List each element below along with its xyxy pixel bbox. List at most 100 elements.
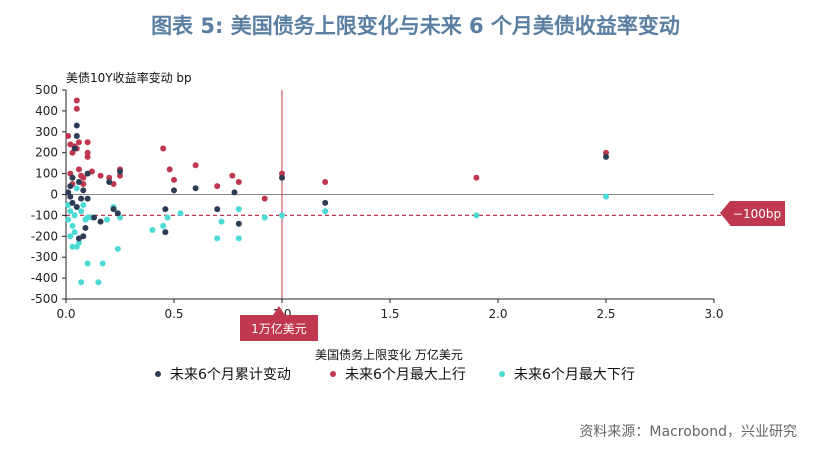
data-point: [69, 222, 76, 229]
data-point: [65, 132, 72, 139]
data-point: [71, 212, 78, 219]
data-point: [166, 166, 173, 173]
data-point: [160, 222, 167, 229]
x-axis-label: 美国债务上限变化 万亿美元: [315, 347, 463, 362]
data-point: [231, 189, 238, 196]
legend: 未来6个月累计变动 未来6个月最大上行 未来6个月最大下行: [155, 367, 635, 383]
data-point: [65, 216, 72, 223]
data-point: [473, 212, 480, 219]
data-point: [78, 208, 85, 215]
data-point: [192, 185, 199, 192]
data-point: [603, 193, 609, 200]
data-point: [235, 235, 242, 242]
data-point: [82, 224, 89, 231]
data-point: [75, 166, 82, 173]
data-point: [69, 199, 76, 206]
data-point: [279, 212, 285, 219]
data-point: [80, 187, 87, 194]
data-point: [110, 206, 117, 213]
data-point: [84, 260, 91, 267]
data-point: [322, 178, 329, 185]
data-point: [106, 174, 113, 181]
data-point: [84, 153, 91, 160]
data-point: [164, 214, 171, 221]
data-point: [162, 229, 169, 236]
y-tick-label: 500: [35, 83, 58, 97]
data-point: [192, 162, 199, 169]
data-point: [473, 174, 480, 181]
data-point: [171, 187, 177, 194]
x-tick-label: 0.5: [164, 307, 183, 321]
vertical-reference-text: 1万亿美元: [251, 321, 307, 336]
data-point: [73, 132, 80, 139]
data-point: [99, 260, 106, 267]
data-point: [106, 178, 113, 185]
y-tick-label: 0: [50, 188, 58, 202]
data-point: [160, 145, 167, 152]
data-point: [84, 139, 91, 146]
data-point: [214, 183, 221, 190]
legend-marker: [155, 371, 161, 377]
data-point: [71, 229, 78, 236]
data-point: [261, 195, 268, 202]
data-point: [71, 145, 78, 152]
data-point: [69, 174, 76, 181]
x-tick-label: 2.5: [596, 307, 615, 321]
data-point: [235, 220, 242, 227]
data-point: [75, 239, 82, 246]
legend-marker: [499, 371, 505, 377]
chart-title: 图表 5: 美国债务上限变化与未来 6 个月美债收益率变动: [151, 14, 680, 38]
data-point: [104, 216, 111, 223]
data-point: [84, 149, 91, 156]
data-point: [117, 168, 123, 175]
data-point: [177, 210, 184, 217]
data-point: [73, 105, 80, 112]
data-points: [65, 97, 609, 286]
data-point: [67, 193, 74, 200]
data-point: [229, 172, 236, 179]
data-point: [78, 279, 85, 286]
vertical-reference-label: 1万亿美元: [240, 306, 318, 341]
data-point: [322, 208, 329, 215]
y-tick-label: 200: [35, 146, 58, 160]
data-point: [73, 97, 80, 104]
data-point: [75, 178, 82, 185]
y-tick-label: 300: [35, 125, 58, 139]
data-point: [235, 206, 242, 213]
data-point: [95, 279, 102, 286]
horizontal-reference-text: −100bp: [733, 207, 781, 221]
data-point: [73, 185, 80, 192]
data-point: [162, 206, 169, 213]
data-point: [214, 235, 221, 242]
data-point: [91, 214, 98, 221]
y-tick-label: -400: [31, 271, 58, 285]
x-tick-label: 1.5: [380, 307, 399, 321]
data-point: [171, 176, 177, 183]
y-tick-label: -100: [31, 208, 58, 222]
data-point: [214, 206, 221, 213]
legend-label: 未来6个月最大下行: [514, 367, 635, 383]
y-tick-label: -200: [31, 229, 58, 243]
data-point: [67, 183, 74, 190]
x-tick-label: 0.0: [56, 307, 75, 321]
y-tick-label: 100: [35, 167, 58, 181]
data-point: [97, 172, 104, 179]
source-note: 资料来源：Macrobond，兴业研究: [579, 424, 797, 440]
y-tick-label: -500: [31, 292, 58, 306]
data-point: [117, 172, 123, 179]
data-point: [84, 195, 91, 202]
data-point: [603, 153, 609, 160]
y-axis-label: 美债10Y收益率变动 bp: [66, 70, 192, 85]
legend-marker: [330, 371, 336, 377]
data-point: [279, 170, 285, 177]
data-point: [218, 218, 225, 225]
data-point: [80, 201, 87, 208]
data-point: [84, 170, 91, 177]
data-point: [80, 174, 87, 181]
horizontal-reference-label: −100bp: [720, 201, 785, 226]
data-point: [78, 195, 85, 202]
legend-label: 未来6个月累计变动: [170, 367, 291, 383]
data-point: [69, 243, 76, 250]
